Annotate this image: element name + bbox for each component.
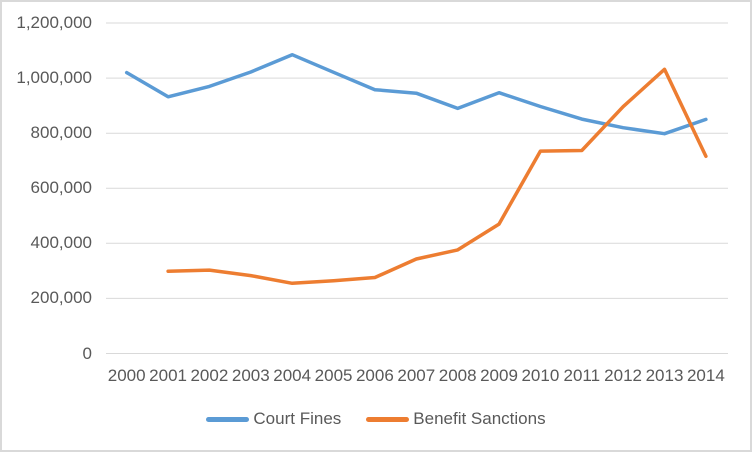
x-axis-tick-label: 2010 bbox=[521, 366, 560, 385]
legend-item-benefit-sanctions[interactable]: Benefit Sanctions bbox=[366, 409, 546, 429]
y-axis-tick-label: 0 bbox=[82, 343, 92, 363]
x-axis-tick-label: 2008 bbox=[438, 366, 477, 385]
y-axis-tick-label: 200,000 bbox=[30, 288, 92, 308]
benefit-sanctions-line-swatch-icon bbox=[366, 416, 410, 422]
x-axis-tick-label: 2007 bbox=[397, 366, 436, 385]
series-line-court-fines[interactable] bbox=[124, 52, 708, 136]
x-axis-tick-label: 2009 bbox=[480, 366, 518, 385]
legend-item-court-fines[interactable]: Court Fines bbox=[206, 409, 341, 429]
y-axis-tick-label: 600,000 bbox=[30, 178, 92, 198]
legend: Court Fines Benefit Sanctions bbox=[0, 409, 752, 429]
x-axis-tick-label: 2000 bbox=[107, 366, 146, 385]
y-axis-tick-label: 1,000,000 bbox=[16, 68, 92, 88]
series-line-benefit-sanctions[interactable] bbox=[166, 67, 708, 286]
x-axis-tick-label: 2012 bbox=[604, 366, 642, 385]
court-fines-line-swatch-icon bbox=[206, 416, 250, 422]
x-axis-tick-label: 2013 bbox=[645, 366, 684, 385]
y-axis-tick-label: 800,000 bbox=[30, 123, 92, 143]
x-axis-tick-label: 2011 bbox=[563, 366, 601, 385]
x-axis-tick-label: 2002 bbox=[190, 366, 229, 385]
y-axis-tick-label: 400,000 bbox=[30, 233, 92, 253]
x-axis-tick-label: 2014 bbox=[686, 366, 725, 385]
x-axis-tick-label: 2006 bbox=[355, 366, 394, 385]
x-axis-tick-label: 2001 bbox=[149, 366, 187, 385]
x-axis-tick-label: 2004 bbox=[273, 366, 312, 385]
x-axis-tick-label: 2003 bbox=[231, 366, 270, 385]
legend-label-court-fines: Court Fines bbox=[253, 409, 342, 428]
y-axis-tick-label: 1,200,000 bbox=[16, 13, 92, 32]
x-axis-tick-label: 2005 bbox=[314, 366, 353, 385]
legend-label-benefit-sanctions: Benefit Sanctions bbox=[413, 409, 546, 428]
